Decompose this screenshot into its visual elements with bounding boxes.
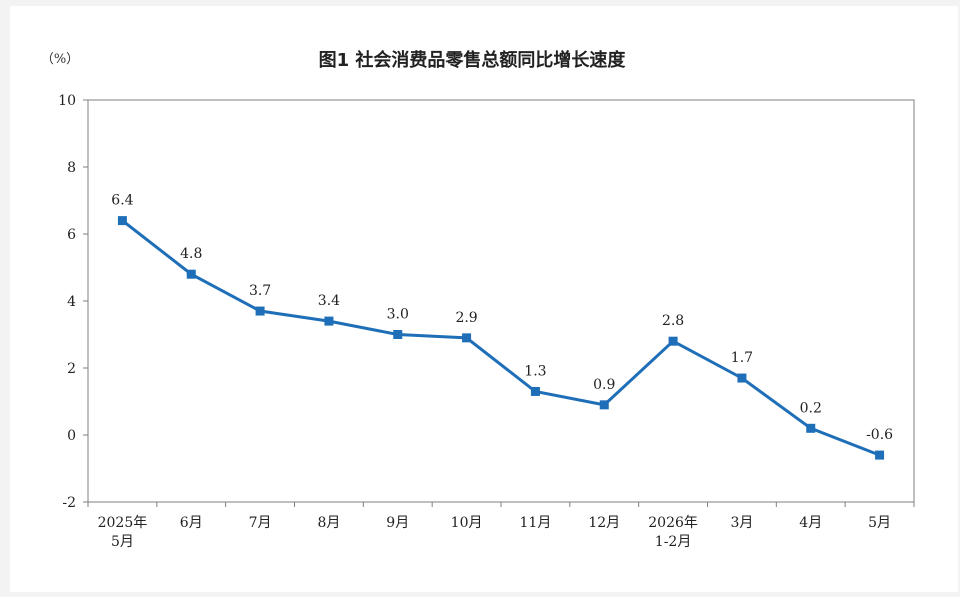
y-tick-label: 10 <box>58 93 76 109</box>
y-tick-label: -2 <box>62 495 76 511</box>
data-label: 1.3 <box>524 363 546 379</box>
data-label: 2.9 <box>455 310 477 326</box>
y-axis: -2 0 2 4 6 8 10 <box>58 93 88 511</box>
x-axis: 2025年 5月 6月 7月 8月 9月 10月 11月 12月 2026年 1-2月 3月 4月 5月 <box>87 502 915 550</box>
series-line <box>121 219 881 457</box>
data-point-marker <box>737 373 747 383</box>
y-tick-label: 0 <box>67 428 76 444</box>
data-label: 3.4 <box>318 293 340 309</box>
data-point-marker <box>186 269 196 279</box>
data-point-marker <box>668 336 678 346</box>
chart-frame: 图1 社会消费品零售总额同比增长速度 （%） -2 0 2 4 6 8 10 2025年 5月… <box>10 6 958 592</box>
x-tick-label: 2025年 5月 <box>98 515 148 550</box>
chart-title: 图1 社会消费品零售总额同比增长速度 <box>319 49 627 71</box>
data-point-marker <box>255 306 265 316</box>
x-tick-label: 12月 <box>588 515 620 531</box>
data-point-marker <box>462 333 472 343</box>
data-point-marker <box>599 400 609 410</box>
data-labels: 6.4 4.8 3.7 3.4 3.0 2.9 1.3 0.9 2.8 1.7 0.2 -0.6 <box>111 193 893 444</box>
x-tick-label: 11月 <box>520 515 552 531</box>
series-markers <box>117 216 885 460</box>
x-tick-label: 10月 <box>451 515 483 531</box>
y-axis-unit-label: （%） <box>41 52 79 67</box>
data-label: 3.0 <box>387 307 409 323</box>
x-tick-label: 9月 <box>386 515 409 531</box>
x-tick-label: 5月 <box>868 515 891 531</box>
data-point-marker <box>117 216 127 226</box>
data-point-marker <box>875 450 885 460</box>
y-tick-label: 2 <box>67 361 76 377</box>
x-tick-label: 3月 <box>730 515 753 531</box>
line-chart: 图1 社会消费品零售总额同比增长速度 （%） -2 0 2 4 6 8 10 2025年 5月… <box>41 49 915 550</box>
data-label: 0.2 <box>800 400 822 416</box>
y-tick-label: 6 <box>67 227 76 243</box>
x-tick-label: 4月 <box>799 515 822 531</box>
data-label: 6.4 <box>111 193 133 209</box>
data-label: 3.7 <box>249 283 271 299</box>
data-label: -0.6 <box>866 427 893 443</box>
y-tick-label: 4 <box>67 294 76 310</box>
data-point-marker <box>806 423 816 433</box>
x-tick-label: 7月 <box>249 515 272 531</box>
x-tick-label: 8月 <box>317 515 340 531</box>
data-point-marker <box>324 316 334 326</box>
x-tick-label: 2026年 1-2月 <box>648 515 698 550</box>
y-tick-label: 8 <box>67 160 76 176</box>
data-label: 2.8 <box>662 313 684 329</box>
plot-area <box>87 99 915 503</box>
data-point-marker <box>530 386 540 396</box>
x-tick-label: 6月 <box>180 515 203 531</box>
data-label: 1.7 <box>731 350 753 366</box>
data-label: 0.9 <box>593 377 615 393</box>
data-label: 4.8 <box>180 246 202 262</box>
data-point-marker <box>393 330 403 339</box>
